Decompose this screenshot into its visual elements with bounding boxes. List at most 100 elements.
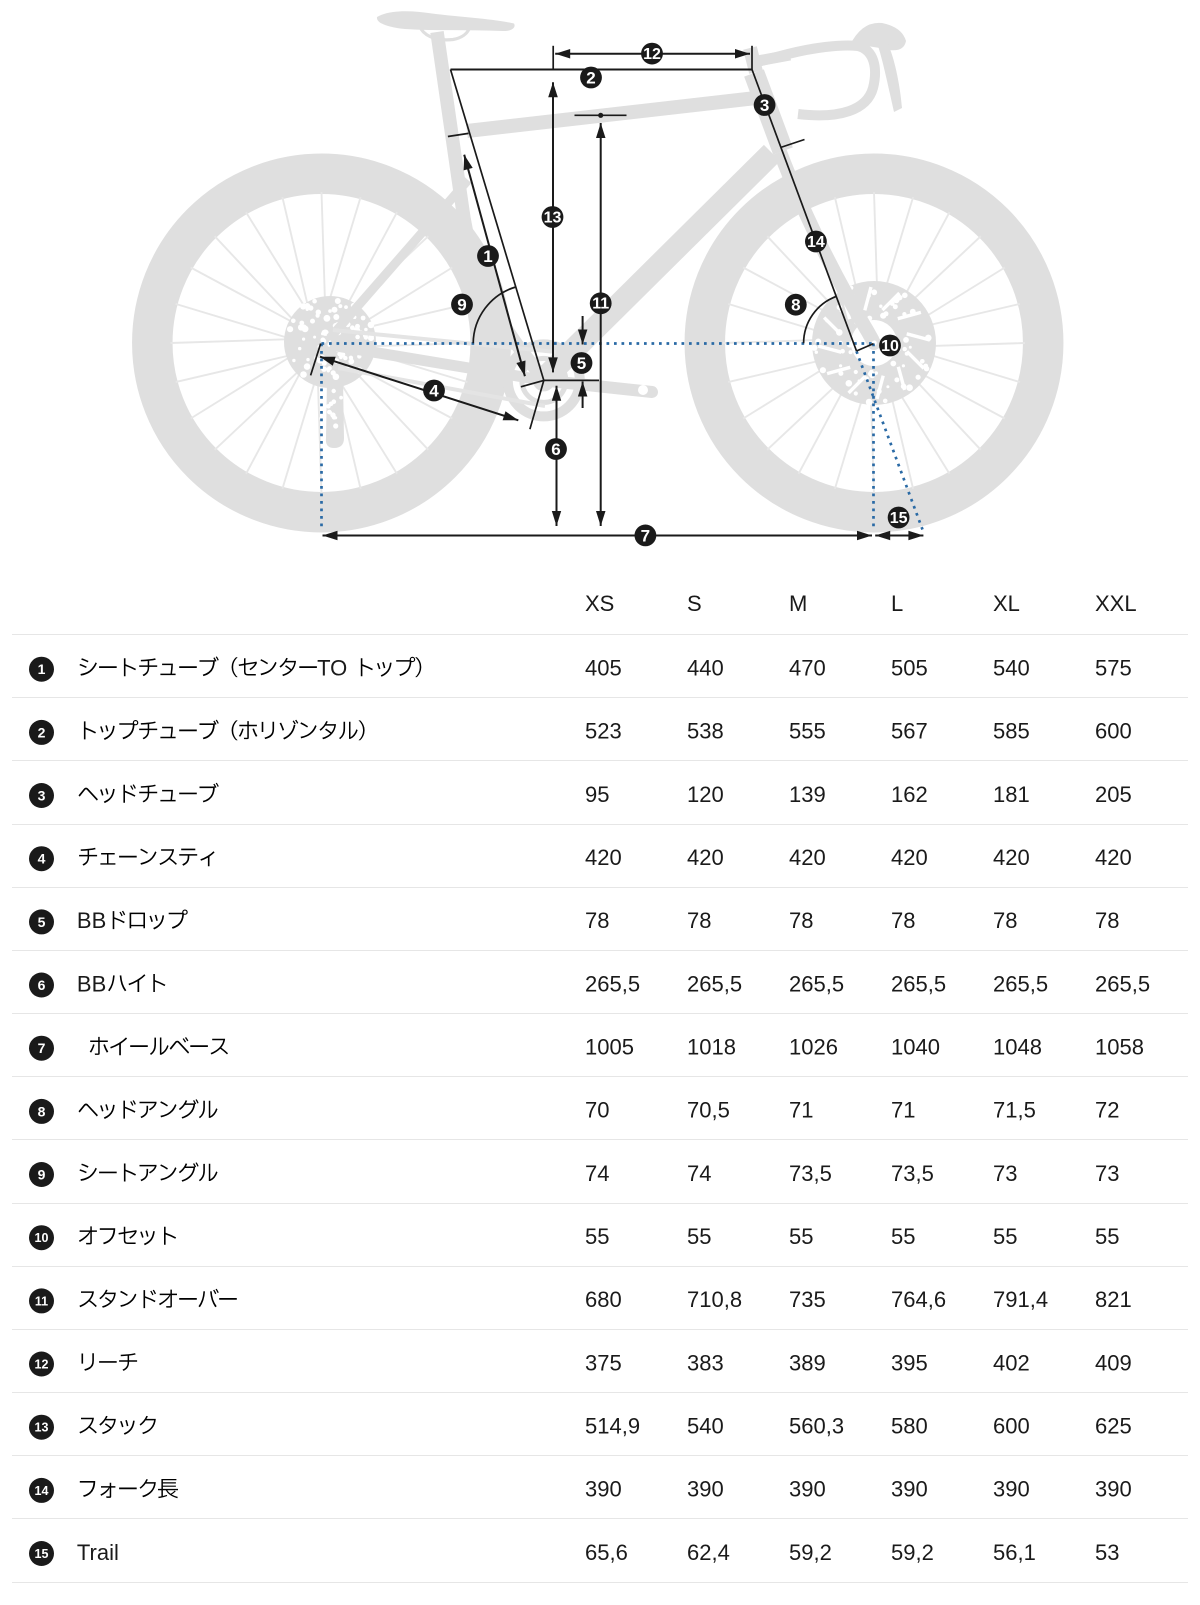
- svg-text:540: 540: [993, 656, 1030, 681]
- svg-text:14: 14: [35, 1484, 49, 1498]
- svg-text:265,5: 265,5: [891, 971, 946, 996]
- svg-text:2: 2: [586, 69, 595, 88]
- svg-text:7: 7: [641, 526, 650, 545]
- svg-text:162: 162: [891, 782, 928, 807]
- svg-text:59,2: 59,2: [891, 1540, 934, 1565]
- svg-text:62,4: 62,4: [687, 1540, 730, 1565]
- svg-text:420: 420: [1095, 845, 1132, 870]
- svg-text:95: 95: [585, 782, 609, 807]
- svg-text:420: 420: [687, 845, 724, 870]
- svg-text:M: M: [789, 591, 807, 616]
- svg-text:78: 78: [891, 908, 915, 933]
- svg-text:L: L: [891, 591, 903, 616]
- svg-text:265,5: 265,5: [993, 971, 1048, 996]
- svg-text:1: 1: [483, 247, 492, 266]
- svg-text:389: 389: [789, 1350, 826, 1375]
- svg-text:383: 383: [687, 1350, 724, 1375]
- svg-text:15: 15: [35, 1547, 49, 1561]
- svg-text:55: 55: [1095, 1224, 1119, 1249]
- svg-text:71: 71: [891, 1098, 915, 1123]
- svg-text:56,1: 56,1: [993, 1540, 1036, 1565]
- svg-text:11: 11: [592, 296, 609, 313]
- svg-text:TO: TO: [317, 656, 347, 681]
- svg-text:265,5: 265,5: [1095, 971, 1150, 996]
- svg-text:55: 55: [687, 1224, 711, 1249]
- svg-text:265,5: 265,5: [789, 971, 844, 996]
- svg-text:420: 420: [891, 845, 928, 870]
- svg-text:402: 402: [993, 1350, 1030, 1375]
- svg-text:585: 585: [993, 719, 1030, 744]
- svg-text:265,5: 265,5: [687, 971, 742, 996]
- svg-text:390: 390: [789, 1477, 826, 1502]
- svg-text:72: 72: [1095, 1098, 1119, 1123]
- svg-text:375: 375: [585, 1350, 622, 1375]
- svg-text:14: 14: [807, 234, 825, 251]
- svg-text:440: 440: [687, 656, 724, 681]
- svg-text:1026: 1026: [789, 1035, 838, 1060]
- svg-text:791,4: 791,4: [993, 1287, 1048, 1312]
- svg-text:600: 600: [993, 1414, 1030, 1439]
- svg-text:70,5: 70,5: [687, 1098, 730, 1123]
- svg-text:15: 15: [890, 510, 908, 527]
- svg-text:409: 409: [1095, 1350, 1132, 1375]
- svg-text:8: 8: [38, 1103, 46, 1119]
- svg-text:7: 7: [38, 1040, 46, 1056]
- svg-text:12: 12: [643, 46, 661, 63]
- svg-text:78: 78: [993, 908, 1017, 933]
- svg-text:390: 390: [891, 1477, 928, 1502]
- svg-text:580: 580: [891, 1414, 928, 1439]
- svg-text:8: 8: [791, 296, 800, 315]
- svg-text:BB: BB: [77, 908, 106, 933]
- svg-text:680: 680: [585, 1287, 622, 1312]
- svg-text:55: 55: [585, 1224, 609, 1249]
- svg-text:74: 74: [687, 1161, 711, 1186]
- svg-text:71: 71: [789, 1098, 813, 1123]
- svg-text:10: 10: [35, 1231, 49, 1245]
- svg-text:73,5: 73,5: [891, 1161, 934, 1186]
- svg-text:3: 3: [760, 96, 769, 115]
- svg-text:181: 181: [993, 782, 1030, 807]
- svg-text:13: 13: [544, 209, 562, 226]
- svg-text:1: 1: [38, 661, 46, 677]
- svg-text:600: 600: [1095, 719, 1132, 744]
- svg-text:65,6: 65,6: [585, 1540, 628, 1565]
- svg-text:12: 12: [35, 1358, 49, 1372]
- svg-text:120: 120: [687, 782, 724, 807]
- svg-text:1040: 1040: [891, 1035, 940, 1060]
- svg-text:625: 625: [1095, 1414, 1132, 1439]
- svg-text:6: 6: [38, 977, 46, 993]
- svg-text:59,2: 59,2: [789, 1540, 832, 1565]
- svg-text:710,8: 710,8: [687, 1287, 742, 1312]
- svg-text:390: 390: [993, 1477, 1030, 1502]
- svg-text:205: 205: [1095, 782, 1132, 807]
- svg-text:73,5: 73,5: [789, 1161, 832, 1186]
- svg-text:420: 420: [993, 845, 1030, 870]
- svg-text:390: 390: [687, 1477, 724, 1502]
- svg-text:6: 6: [551, 440, 560, 459]
- svg-text:3: 3: [38, 788, 46, 804]
- svg-text:567: 567: [891, 719, 928, 744]
- svg-text:395: 395: [891, 1350, 928, 1375]
- svg-text:764,6: 764,6: [891, 1287, 946, 1312]
- svg-text:Trail: Trail: [77, 1540, 119, 1565]
- svg-text:78: 78: [1095, 908, 1119, 933]
- svg-text:821: 821: [1095, 1287, 1132, 1312]
- svg-text:XL: XL: [993, 591, 1020, 616]
- svg-text:5: 5: [577, 354, 586, 373]
- svg-text:73: 73: [1095, 1161, 1119, 1186]
- svg-text:5: 5: [38, 914, 46, 930]
- svg-text:XS: XS: [585, 591, 614, 616]
- svg-text:13: 13: [35, 1421, 49, 1435]
- svg-text:2: 2: [38, 724, 46, 740]
- svg-text:55: 55: [993, 1224, 1017, 1249]
- svg-text:540: 540: [687, 1414, 724, 1439]
- svg-text:405: 405: [585, 656, 622, 681]
- svg-text:390: 390: [1095, 1477, 1132, 1502]
- svg-text:73: 73: [993, 1161, 1017, 1186]
- svg-text:9: 9: [457, 296, 466, 315]
- svg-text:555: 555: [789, 719, 826, 744]
- svg-text:470: 470: [789, 656, 826, 681]
- svg-text:139: 139: [789, 782, 826, 807]
- svg-text:71,5: 71,5: [993, 1098, 1036, 1123]
- svg-text:538: 538: [687, 719, 724, 744]
